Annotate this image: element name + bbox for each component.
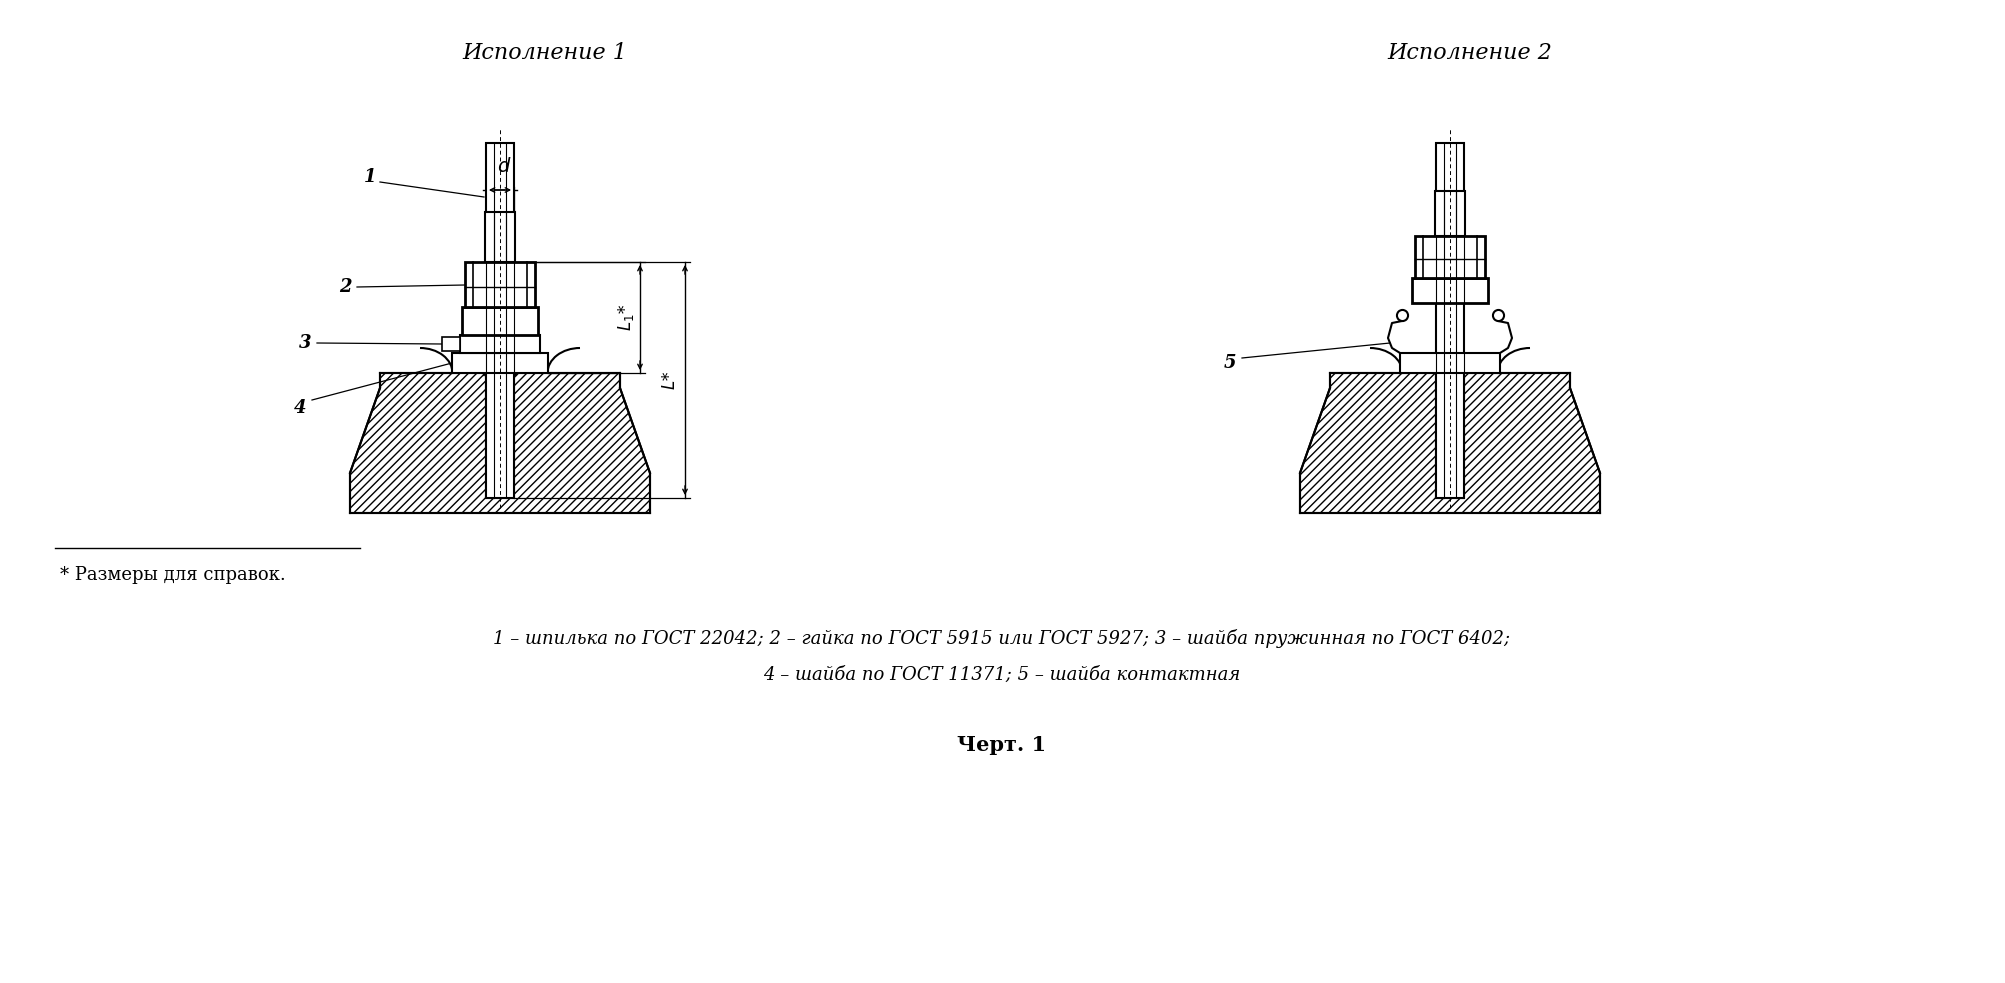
Text: 1 – шпилька по ГОСТ 22042; 2 – гайка по ГОСТ 5915 или ГОСТ 5927; 3 – шайба пружи: 1 – шпилька по ГОСТ 22042; 2 – гайка по … bbox=[493, 628, 1510, 648]
Text: 1: 1 bbox=[363, 168, 377, 186]
Text: Исполнение 2: Исполнение 2 bbox=[1387, 42, 1552, 64]
Polygon shape bbox=[1299, 373, 1600, 513]
Text: 3: 3 bbox=[299, 334, 311, 352]
Text: Черт. 1: Черт. 1 bbox=[958, 735, 1047, 755]
Polygon shape bbox=[351, 373, 650, 513]
Text: 4 – шайба по ГОСТ 11371; 5 – шайба контактная: 4 – шайба по ГОСТ 11371; 5 – шайба конта… bbox=[764, 666, 1241, 684]
Text: $d$: $d$ bbox=[497, 157, 511, 176]
Text: Исполнение 1: Исполнение 1 bbox=[463, 42, 628, 64]
Text: 5: 5 bbox=[1223, 354, 1237, 372]
Bar bbox=[1416, 236, 1486, 278]
Text: $L_1$*: $L_1$* bbox=[616, 304, 636, 331]
Bar bbox=[465, 262, 535, 307]
Bar bbox=[1436, 143, 1464, 498]
Bar bbox=[459, 335, 539, 353]
Text: $L$*: $L$* bbox=[662, 371, 680, 389]
Bar bbox=[441, 337, 459, 351]
Bar bbox=[485, 212, 515, 262]
Bar bbox=[461, 307, 537, 335]
Bar bbox=[1399, 353, 1500, 373]
Text: 2: 2 bbox=[339, 278, 351, 296]
Bar bbox=[451, 353, 547, 373]
Bar bbox=[1436, 191, 1466, 236]
Bar bbox=[485, 143, 513, 498]
Text: * Размеры для справок.: * Размеры для справок. bbox=[60, 566, 287, 584]
Bar bbox=[1412, 278, 1488, 303]
Text: 4: 4 bbox=[295, 399, 307, 417]
